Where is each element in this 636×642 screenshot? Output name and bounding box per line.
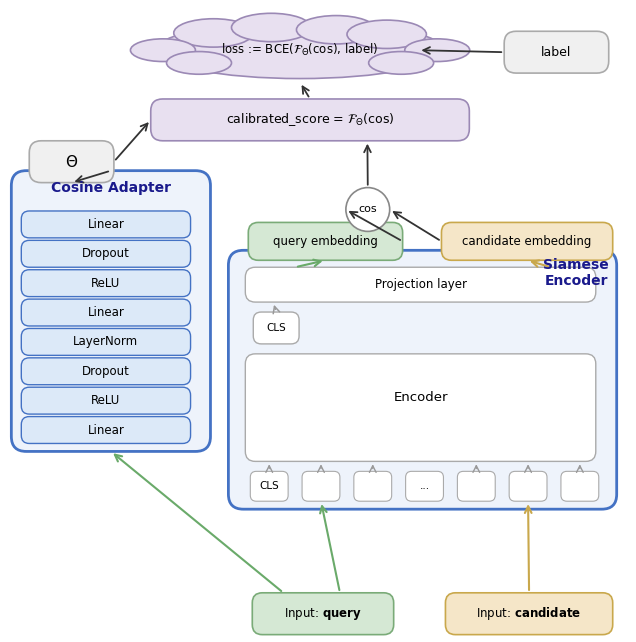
FancyBboxPatch shape	[21, 417, 191, 444]
FancyBboxPatch shape	[21, 329, 191, 356]
Text: $\Theta$: $\Theta$	[65, 153, 78, 169]
Text: Cosine Adapter: Cosine Adapter	[51, 180, 171, 195]
Text: Siamese
Encoder: Siamese Encoder	[543, 258, 609, 288]
Text: Dropout: Dropout	[82, 365, 130, 377]
Text: candidate embedding: candidate embedding	[462, 235, 591, 248]
FancyBboxPatch shape	[441, 222, 612, 260]
FancyBboxPatch shape	[445, 593, 612, 635]
Text: Input: $\mathbf{candidate}$: Input: $\mathbf{candidate}$	[476, 605, 582, 622]
FancyBboxPatch shape	[406, 471, 443, 501]
FancyBboxPatch shape	[245, 354, 596, 462]
FancyBboxPatch shape	[21, 270, 191, 297]
Text: CLS: CLS	[266, 323, 286, 333]
Ellipse shape	[369, 51, 434, 74]
Text: LayerNorm: LayerNorm	[73, 335, 139, 349]
FancyBboxPatch shape	[504, 31, 609, 73]
Circle shape	[346, 187, 390, 231]
FancyBboxPatch shape	[21, 240, 191, 267]
Ellipse shape	[167, 51, 232, 74]
Ellipse shape	[232, 13, 311, 42]
Text: Projection layer: Projection layer	[375, 278, 467, 291]
Text: query embedding: query embedding	[273, 235, 378, 248]
Text: cos: cos	[359, 205, 377, 214]
FancyBboxPatch shape	[302, 471, 340, 501]
FancyBboxPatch shape	[21, 358, 191, 385]
FancyBboxPatch shape	[245, 267, 596, 302]
Text: ReLU: ReLU	[92, 277, 121, 290]
FancyBboxPatch shape	[252, 593, 394, 635]
FancyBboxPatch shape	[561, 471, 598, 501]
Text: calibrated_score = $\mathcal{F}_{\Theta}$(cos): calibrated_score = $\mathcal{F}_{\Theta}…	[226, 112, 394, 128]
Text: Dropout: Dropout	[82, 247, 130, 260]
Text: loss := BCE($\mathcal{F}_{\Theta}$(cos), label): loss := BCE($\mathcal{F}_{\Theta}$(cos),…	[221, 42, 378, 58]
FancyBboxPatch shape	[151, 99, 469, 141]
FancyBboxPatch shape	[21, 211, 191, 238]
Text: CLS: CLS	[259, 482, 279, 491]
Ellipse shape	[130, 39, 195, 62]
Ellipse shape	[156, 22, 445, 78]
FancyBboxPatch shape	[253, 312, 299, 344]
FancyBboxPatch shape	[457, 471, 495, 501]
Text: Linear: Linear	[88, 306, 125, 319]
FancyBboxPatch shape	[251, 471, 288, 501]
Text: label: label	[541, 46, 572, 58]
Ellipse shape	[347, 20, 426, 49]
FancyBboxPatch shape	[11, 171, 211, 451]
Ellipse shape	[404, 39, 470, 62]
Ellipse shape	[296, 15, 376, 44]
FancyBboxPatch shape	[354, 471, 392, 501]
FancyBboxPatch shape	[21, 387, 191, 414]
FancyBboxPatch shape	[248, 222, 403, 260]
Text: Linear: Linear	[88, 218, 125, 231]
Text: Encoder: Encoder	[393, 391, 448, 404]
Text: ...: ...	[420, 482, 429, 491]
Text: Input: $\mathbf{query}$: Input: $\mathbf{query}$	[284, 605, 362, 621]
FancyBboxPatch shape	[509, 471, 547, 501]
FancyBboxPatch shape	[228, 250, 617, 509]
FancyBboxPatch shape	[29, 141, 114, 182]
Ellipse shape	[174, 19, 253, 47]
Text: ReLU: ReLU	[92, 394, 121, 407]
Text: Linear: Linear	[88, 424, 125, 437]
FancyBboxPatch shape	[21, 299, 191, 326]
